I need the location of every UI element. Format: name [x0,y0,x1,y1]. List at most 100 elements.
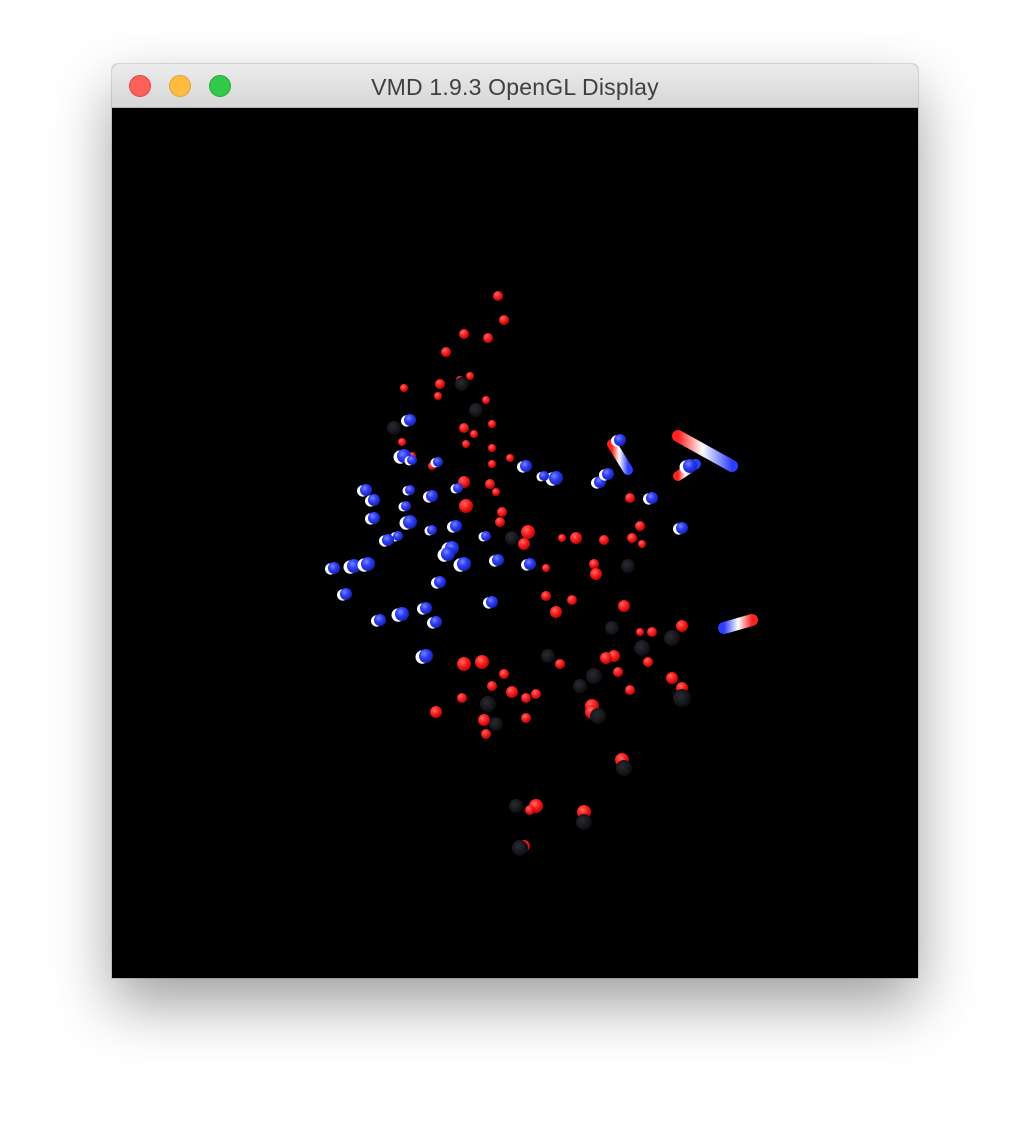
atom-red-59 [531,689,541,699]
atom-red-39 [638,540,646,548]
atom-red-35 [590,568,602,580]
atom-red-26 [497,507,507,517]
atom-shadowed-117 [455,377,469,391]
atom-shadowed-134 [605,621,619,635]
atom-blue-79 [405,485,415,495]
atom-red-8 [435,379,445,389]
atom-blue-97 [328,562,340,574]
atom-red-30 [542,564,550,572]
atom-blue-87 [427,525,437,535]
atom-shadowed-128 [541,649,555,663]
atom-red-54 [457,657,471,671]
bond-rod-6 [607,439,633,475]
atom-blue-99 [434,576,446,588]
atom-red-5 [441,347,451,357]
atom-shadowed-121 [616,760,632,776]
atom-red-40 [618,600,630,612]
atom-blue-105 [520,460,532,472]
atom-blue-104 [486,596,498,608]
atom-blue-96 [361,557,375,571]
atom-blue-110 [676,522,688,534]
atom-red-17 [462,440,470,448]
atom-red-36 [625,493,635,503]
atom-red-43 [567,595,577,605]
atom-red-52 [666,672,678,684]
atom-red-2 [499,315,509,325]
atom-red-9 [434,392,442,400]
atom-blue-113 [419,649,433,663]
atom-blue-106 [549,471,563,485]
atom-shadowed-119 [505,531,519,545]
atom-blue-74 [404,414,416,426]
atom-red-34 [589,559,599,569]
atom-blue-100 [420,602,432,614]
zoom-icon[interactable] [209,75,231,97]
opengl-viewport[interactable] [112,108,918,978]
atom-blue-91 [441,547,455,561]
atom-shadowed-123 [512,840,528,856]
atom-shadowed-129 [573,679,587,693]
title-bar[interactable]: VMD 1.9.3 OpenGL Display [112,64,918,108]
atom-shadowed-116 [387,421,401,435]
atom-blue-109 [646,492,658,504]
vmd-display-window[interactable]: VMD 1.9.3 OpenGL Display [112,64,918,978]
atom-blue-114 [539,471,549,481]
atom-red-58 [506,686,518,698]
atom-shadowed-127 [590,708,606,724]
close-icon[interactable] [129,75,151,97]
atom-shadowed-132 [664,630,680,646]
atom-shadowed-131 [489,717,503,731]
molecule-scene [325,291,781,856]
atom-red-49 [555,659,565,669]
atom-red-68 [481,729,491,739]
atom-blue-86 [382,534,394,546]
atom-red-64 [521,713,531,723]
atom-blue-112 [683,459,697,473]
atom-blue-77 [360,484,372,496]
atom-red-14 [470,430,478,438]
atom-blue-115 [407,455,417,465]
atom-blue-94 [524,558,536,570]
atom-red-48 [600,652,612,664]
atom-shadowed-122 [576,814,592,830]
atom-red-12 [459,423,469,433]
atom-red-31 [558,534,566,542]
atom-red-62 [430,706,442,718]
atom-red-29 [518,538,530,550]
atom-red-18 [488,444,496,452]
atom-blue-83 [401,501,411,511]
atom-blue-95 [347,559,361,573]
atom-red-11 [482,396,490,404]
atom-red-23 [485,479,495,489]
atom-shadowed-118 [469,403,483,417]
atom-shadowed-133 [621,559,635,573]
atom-red-56 [499,669,509,679]
bond-rod-5 [718,614,758,634]
atom-red-3 [483,333,493,343]
atom-red-15 [398,438,406,446]
atom-blue-88 [450,520,462,532]
atom-blue-102 [374,614,386,626]
atom-red-28 [521,525,535,539]
atom-red-24 [492,488,500,496]
atom-red-25 [459,499,473,513]
atom-blue-76 [433,457,443,467]
atom-red-41 [541,591,551,601]
atom-red-71 [525,805,535,815]
atom-blue-82 [368,512,380,524]
atom-blue-92 [457,557,471,571]
atom-red-45 [647,627,657,637]
atom-red-50 [643,657,653,667]
atom-red-37 [635,521,645,531]
atom-blue-98 [340,588,352,600]
bond-rod-1 [672,430,738,472]
atom-blue-84 [403,515,417,529]
atom-red-19 [506,454,514,462]
atom-blue-101 [395,607,409,621]
atom-shadowed-120 [586,668,602,684]
atom-shadowed-126 [634,640,650,656]
atom-red-1 [493,291,503,301]
minimize-icon[interactable] [169,75,191,97]
atom-red-44 [636,628,644,636]
atom-red-10 [400,384,408,392]
